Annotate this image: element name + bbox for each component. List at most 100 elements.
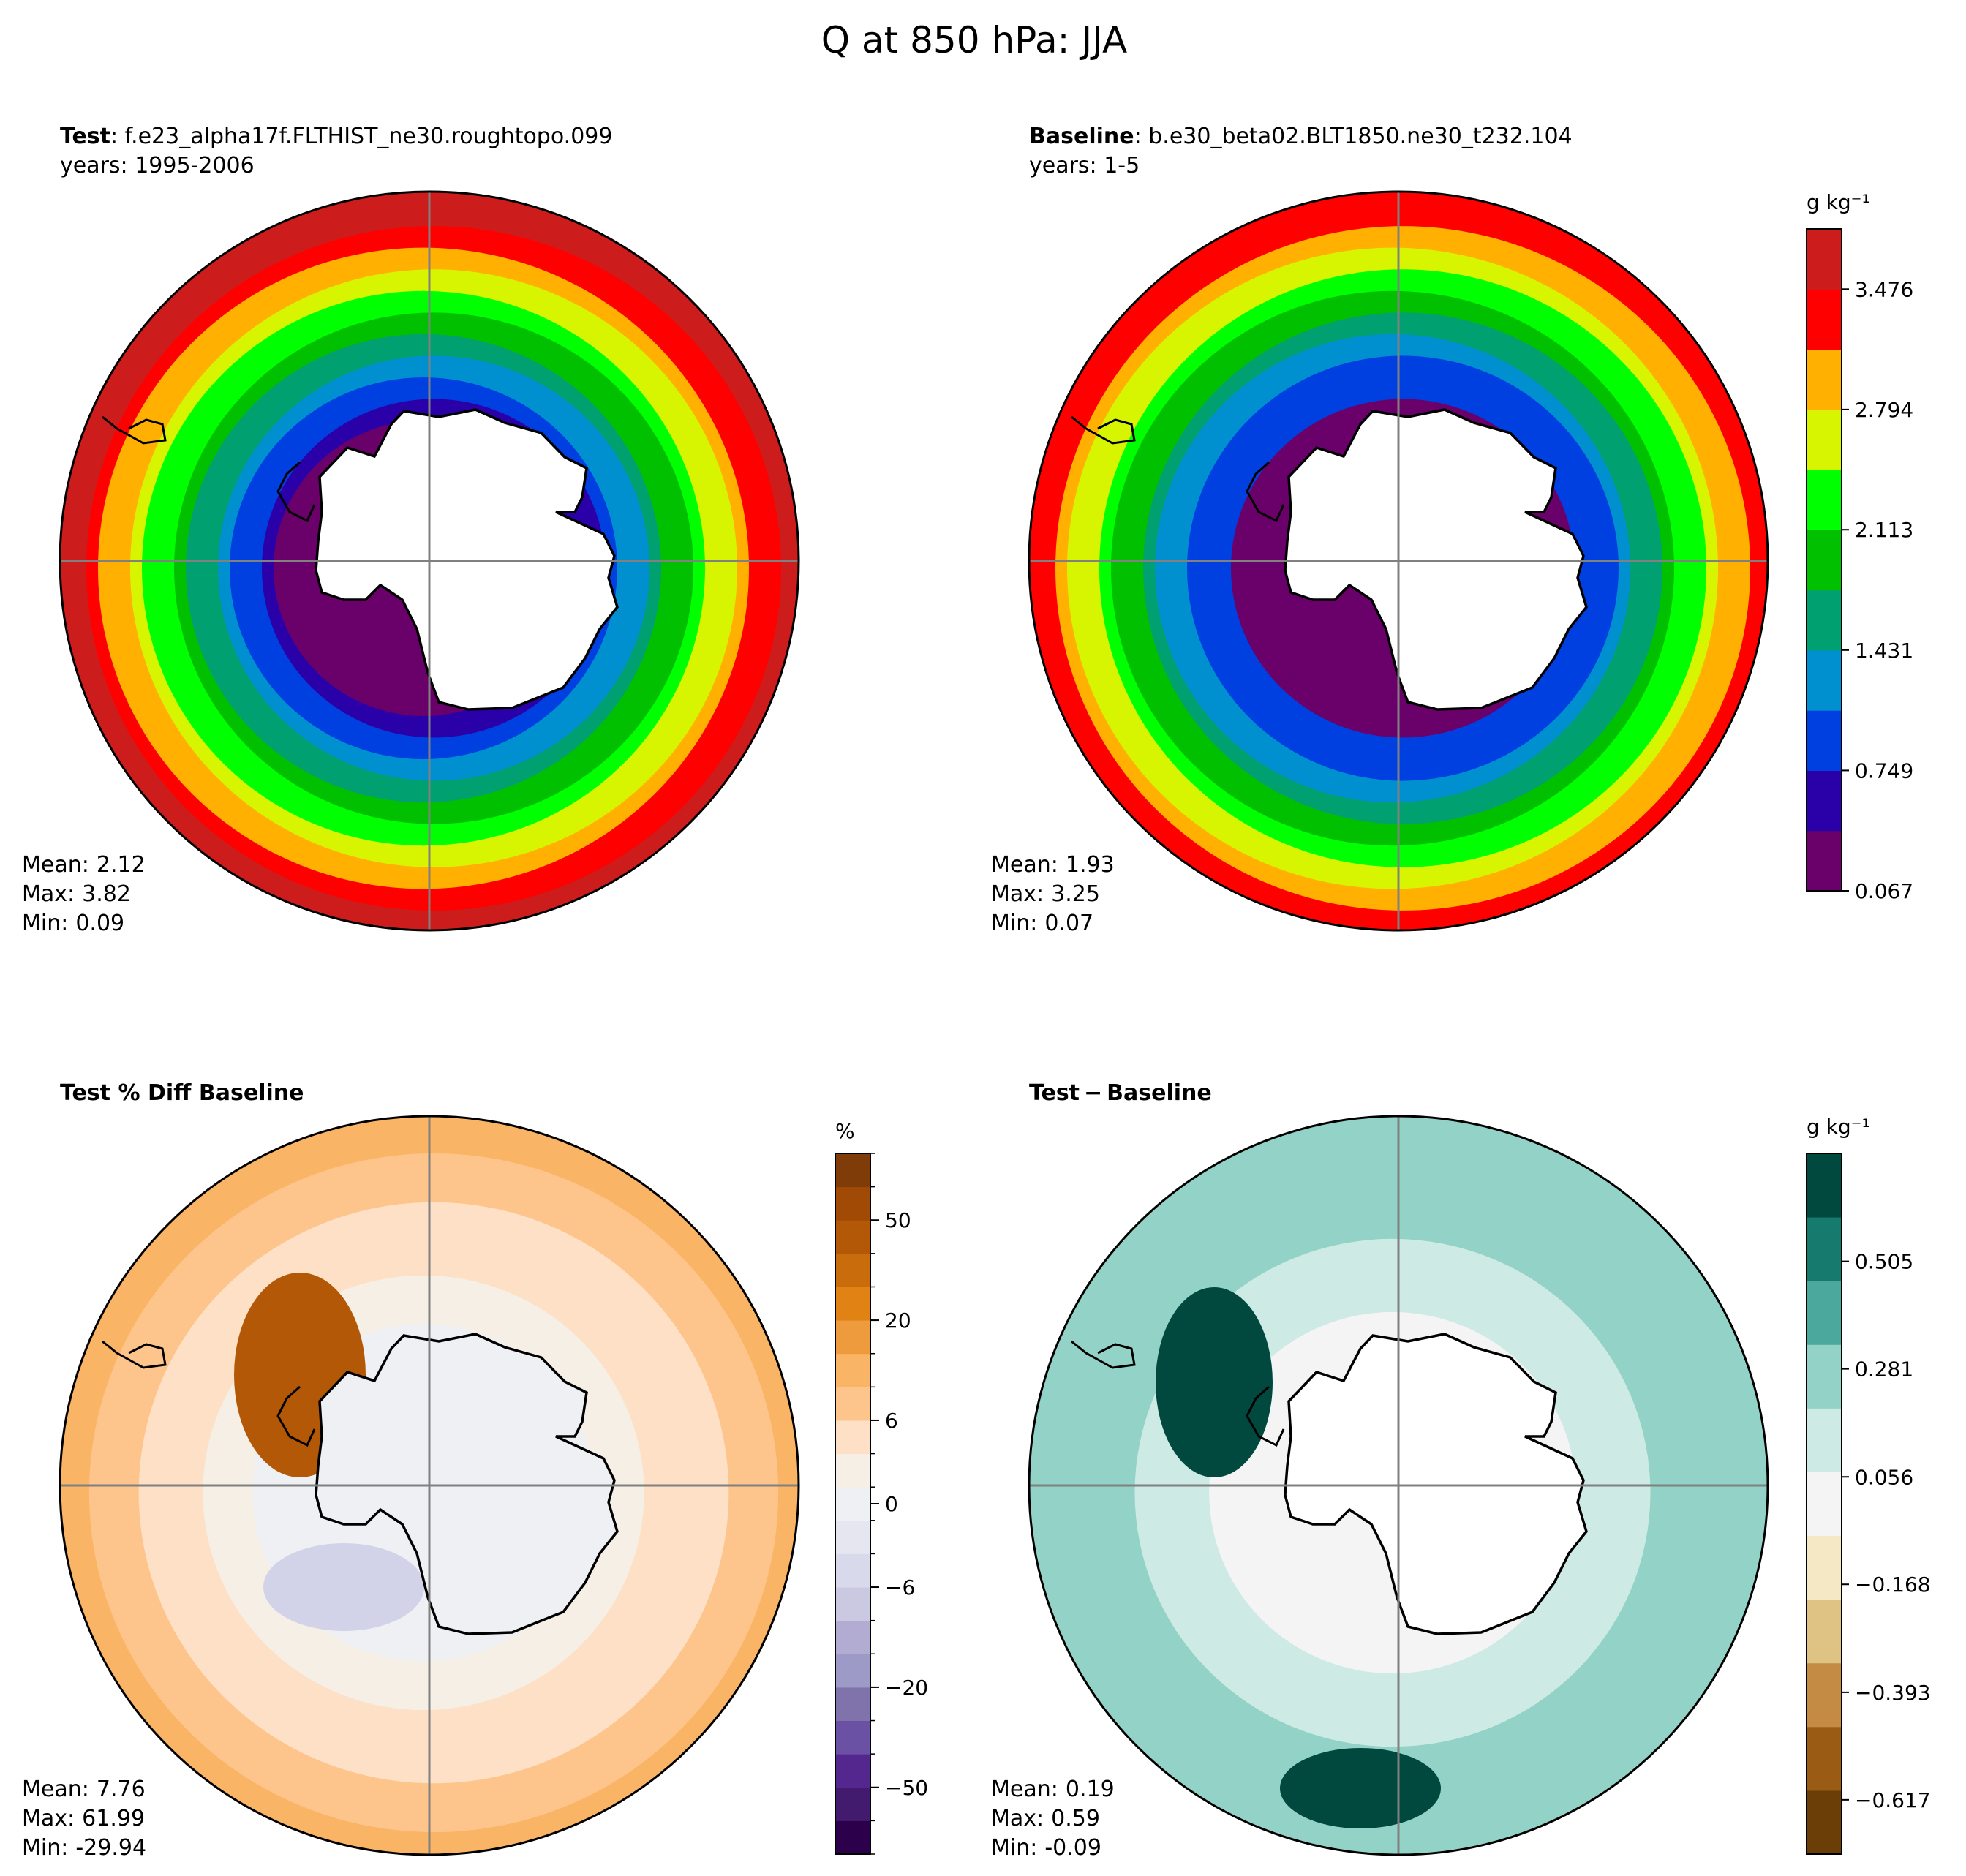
panel-baseline: Baseline: b.e30_beta02.BLT1850.ne30_t232… xyxy=(991,124,1769,936)
colorbar-baseline-tick-label-3: 2.113 xyxy=(1855,518,1913,542)
colorbar-diff-swatch-7 xyxy=(1807,1344,1842,1409)
colorbar-diff-swatch-0 xyxy=(1807,1790,1842,1855)
panel-pctdiff-title: Test % Diff Baseline xyxy=(60,1080,304,1106)
colorbar-pctdiff-swatch-20 xyxy=(835,1153,870,1188)
panel-pctdiff-stat-max: Max: 61.99 xyxy=(22,1806,145,1831)
colorbar-pctdiff-swatch-16 xyxy=(835,1287,870,1321)
colorbar-pctdiff: % −50 −20 −6 0 6 20 50 xyxy=(835,1119,928,1855)
panel-pctdiff-stat-mean: Mean: 7.76 xyxy=(22,1777,146,1802)
colorbar-diff-swatch-5 xyxy=(1807,1472,1842,1537)
panel-test-stat-max: Max: 3.82 xyxy=(22,881,131,907)
colorbar-diff-swatch-3 xyxy=(1807,1599,1842,1664)
colorbar-baseline-swatch-5 xyxy=(1807,530,1842,591)
colorbar-pctdiff-tick-label-3: 0 xyxy=(885,1492,898,1516)
colorbar-baseline-swatch-1 xyxy=(1807,770,1842,832)
panel-baseline-coast-sa xyxy=(1071,415,1136,445)
colorbar-pctdiff-tick-label-4: 6 xyxy=(885,1409,898,1433)
colorbar-diff-swatch-9 xyxy=(1807,1217,1842,1281)
colorbar-pctdiff-swatch-7 xyxy=(835,1587,870,1621)
panel-baseline-stat-min: Min: 0.07 xyxy=(991,911,1093,936)
colorbar-pctdiff-swatch-8 xyxy=(835,1553,870,1588)
panel-test-years: years: 1995-2006 xyxy=(60,153,255,178)
colorbar-baseline-label: g kg⁻¹ xyxy=(1807,190,1870,214)
panel-test-coast-sa xyxy=(102,415,167,445)
colorbar-baseline-swatch-4 xyxy=(1807,589,1842,651)
panel-baseline-peninsula xyxy=(1246,461,1285,523)
panel-pctdiff-negative-region xyxy=(263,1543,424,1631)
colorbar-diff-tick-label-2: −0.168 xyxy=(1855,1572,1931,1597)
colorbar-baseline-tick-label-5: 3.476 xyxy=(1855,277,1913,301)
panel-diff-stat-mean: Mean: 0.19 xyxy=(991,1777,1115,1802)
panel-pctdiff-antarctica xyxy=(315,1333,619,1635)
colorbar-baseline-outline xyxy=(1806,228,1842,892)
panel-test: Test: f.e23_alpha17f.FLTHIST_ne30.rought… xyxy=(22,124,800,936)
panel-diff-boundary xyxy=(1028,1115,1769,1856)
colorbar-pctdiff-swatch-18 xyxy=(835,1220,870,1254)
colorbar-diff-tick-label-3: 0.056 xyxy=(1855,1465,1913,1489)
panel-diff-map xyxy=(1029,1116,1768,1855)
panel-baseline-antarctica xyxy=(1284,408,1588,711)
colorbar-pctdiff-swatch-5 xyxy=(835,1654,870,1688)
panel-diff-stat-min: Min: -0.09 xyxy=(991,1835,1101,1861)
colorbar-baseline-swatch-10 xyxy=(1807,229,1842,290)
colorbar-baseline: g kg⁻¹ 0.067 0.749 1.431 2.113 2.794 3.476 xyxy=(1806,190,1913,903)
panel-test-stat-min: Min: 0.09 xyxy=(22,911,124,936)
colorbar-baseline-swatch-0 xyxy=(1807,830,1842,892)
colorbar-pctdiff-swatch-19 xyxy=(835,1186,870,1221)
panel-baseline-stat-max: Max: 3.25 xyxy=(991,881,1100,907)
colorbar-pctdiff-swatch-12 xyxy=(835,1420,870,1455)
colorbar-pctdiff-swatch-17 xyxy=(835,1253,870,1287)
colorbar-baseline-swatch-3 xyxy=(1807,649,1842,711)
colorbar-baseline-tick-label-1: 0.749 xyxy=(1855,758,1913,783)
colorbar-pctdiff-swatch-3 xyxy=(835,1720,870,1755)
panel-test-title: Test: f.e23_alpha17f.FLTHIST_ne30.rought… xyxy=(60,124,612,149)
panel-test-title-bold: Test xyxy=(60,124,110,149)
colorbar-pctdiff-label: % xyxy=(835,1119,855,1143)
panel-pctdiff-peninsula xyxy=(276,1385,316,1447)
colorbar-pctdiff-tick-label-2: −6 xyxy=(885,1575,915,1600)
colorbar-diff-tick-label-5: 0.505 xyxy=(1855,1250,1913,1274)
colorbar-pctdiff-swatch-14 xyxy=(835,1353,870,1387)
panel-diff-coast-sa xyxy=(1071,1340,1136,1369)
panel-baseline-years: years: 1-5 xyxy=(1029,153,1140,178)
panel-pctdiff-stat-min: Min: -29.94 xyxy=(22,1835,146,1861)
panel-pctdiff-map xyxy=(60,1116,799,1855)
colorbar-pctdiff-swatch-2 xyxy=(835,1754,870,1788)
colorbar-pctdiff-tick-label-6: 50 xyxy=(885,1208,911,1232)
panel-diff-title: Test − Baseline xyxy=(1029,1080,1212,1106)
panel-baseline-title-rest: : b.e30_beta02.BLT1850.ne30_t232.104 xyxy=(1134,124,1573,149)
colorbar-diff-outline xyxy=(1806,1153,1842,1855)
colorbar-pctdiff-tick-label-0: −50 xyxy=(885,1776,928,1800)
colorbar-diff-tick-label-0: −0.617 xyxy=(1855,1788,1931,1812)
panel-diff-maximum-region-south xyxy=(1280,1748,1441,1828)
colorbar-diff-swatch-6 xyxy=(1807,1408,1842,1472)
colorbar-baseline-swatch-6 xyxy=(1807,470,1842,530)
colorbar-pctdiff-tick-label-1: −20 xyxy=(885,1676,928,1700)
colorbar-diff-tick-label-4: 0.281 xyxy=(1855,1357,1913,1382)
colorbar-diff: g kg⁻¹ −0.617 −0.393 −0.168 0.056 0.281 0.505 xyxy=(1806,1115,1931,1855)
colorbar-baseline-swatch-2 xyxy=(1807,710,1842,771)
colorbar-diff-swatch-1 xyxy=(1807,1726,1842,1791)
colorbar-diff-swatch-4 xyxy=(1807,1535,1842,1600)
colorbar-baseline-tick-label-2: 1.431 xyxy=(1855,638,1913,663)
colorbar-pctdiff-swatch-1 xyxy=(835,1787,870,1821)
panel-test-stat-mean: Mean: 2.12 xyxy=(22,852,146,878)
panel-diff: Test − Baseline Mean: 0.19 Max: 0.59 Min: -… xyxy=(991,1080,1769,1861)
panel-diff-stat-max: Max: 0.59 xyxy=(991,1806,1100,1831)
colorbar-diff-label: g kg⁻¹ xyxy=(1807,1115,1870,1139)
colorbar-pctdiff-tick-label-5: 20 xyxy=(885,1308,911,1333)
panel-test-title-rest: : f.e23_alpha17f.FLTHIST_ne30.roughtopo.… xyxy=(110,124,612,149)
colorbar-pctdiff-swatch-10 xyxy=(835,1487,870,1521)
colorbar-diff-swatch-8 xyxy=(1807,1281,1842,1345)
panel-pctdiff: Test % Diff Baseline Mean: 7.76 Max: 61.99… xyxy=(22,1080,800,1861)
colorbar-baseline-tick-label-4: 2.794 xyxy=(1855,398,1913,422)
colorbar-pctdiff-swatch-0 xyxy=(835,1820,870,1855)
colorbar-pctdiff-swatch-9 xyxy=(835,1520,870,1554)
panel-pctdiff-boundary xyxy=(59,1115,800,1856)
panel-baseline-map xyxy=(1029,192,1768,930)
panel-baseline-boundary xyxy=(1028,190,1769,932)
panel-diff-peninsula xyxy=(1246,1385,1285,1447)
colorbar-pctdiff-swatch-11 xyxy=(835,1453,870,1488)
colorbar-diff-swatch-10 xyxy=(1807,1153,1842,1218)
